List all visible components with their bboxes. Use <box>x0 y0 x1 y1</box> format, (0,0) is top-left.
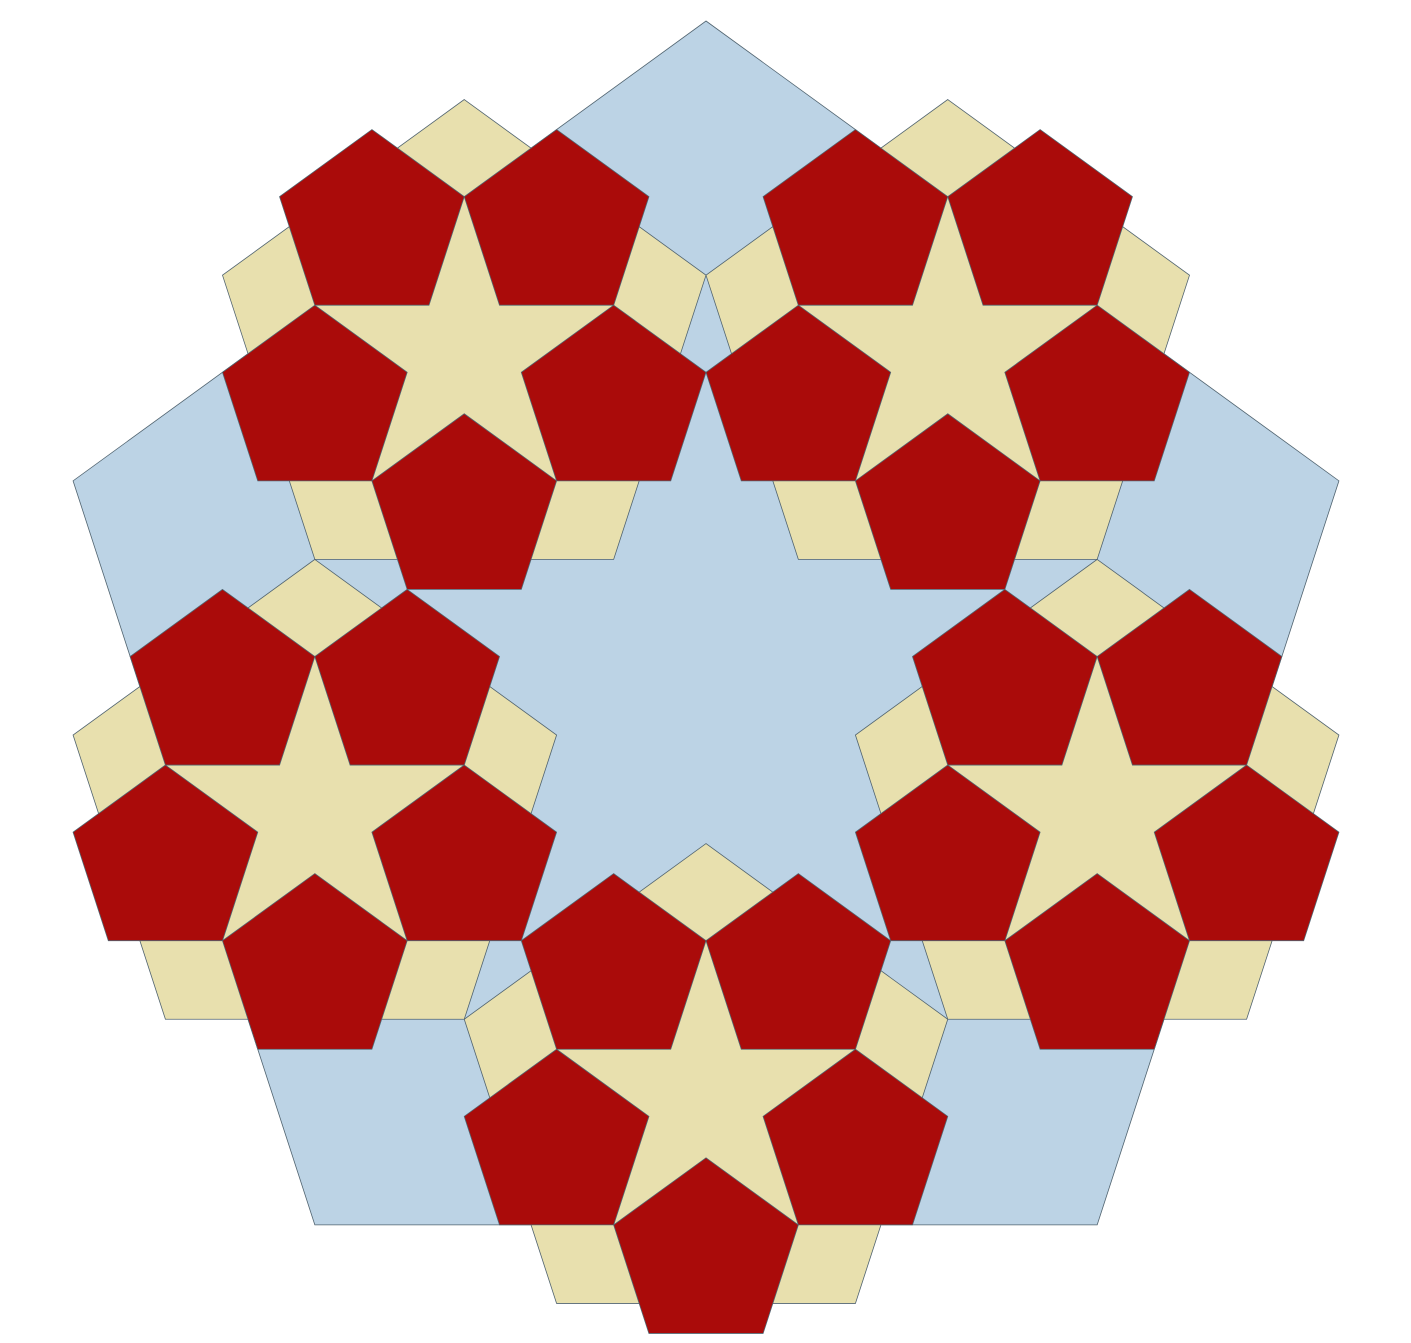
core-pentagon <box>1153 764 1340 942</box>
core-pentagon <box>613 1157 799 1334</box>
core-pentagon <box>854 764 1041 942</box>
core-pentagon <box>947 129 1133 306</box>
core-pentagon <box>705 873 892 1050</box>
core-pentagon <box>912 588 1098 766</box>
core-pentagon <box>1096 588 1283 766</box>
core-pentagon <box>72 764 259 942</box>
core-pentagon <box>520 304 707 482</box>
core-pentagon <box>762 1048 949 1226</box>
core-pentagon <box>129 588 316 766</box>
core-pentagon <box>854 413 1041 590</box>
core-pentagon <box>371 413 558 590</box>
core-pentagon <box>222 304 408 482</box>
core-pentagon <box>520 873 707 1050</box>
core-pentagon <box>463 129 650 306</box>
core-pentagon <box>1004 304 1190 482</box>
core-pentagon <box>1004 873 1190 1050</box>
core-pentagon <box>762 129 949 306</box>
core-pentagon-layer <box>72 129 1340 1334</box>
core-pentagon <box>371 764 558 942</box>
core-pentagon <box>463 1048 650 1226</box>
core-pentagon <box>314 588 500 766</box>
core-pentagon <box>705 304 892 482</box>
core-pentagon <box>279 129 465 306</box>
core-pentagon <box>222 873 408 1050</box>
